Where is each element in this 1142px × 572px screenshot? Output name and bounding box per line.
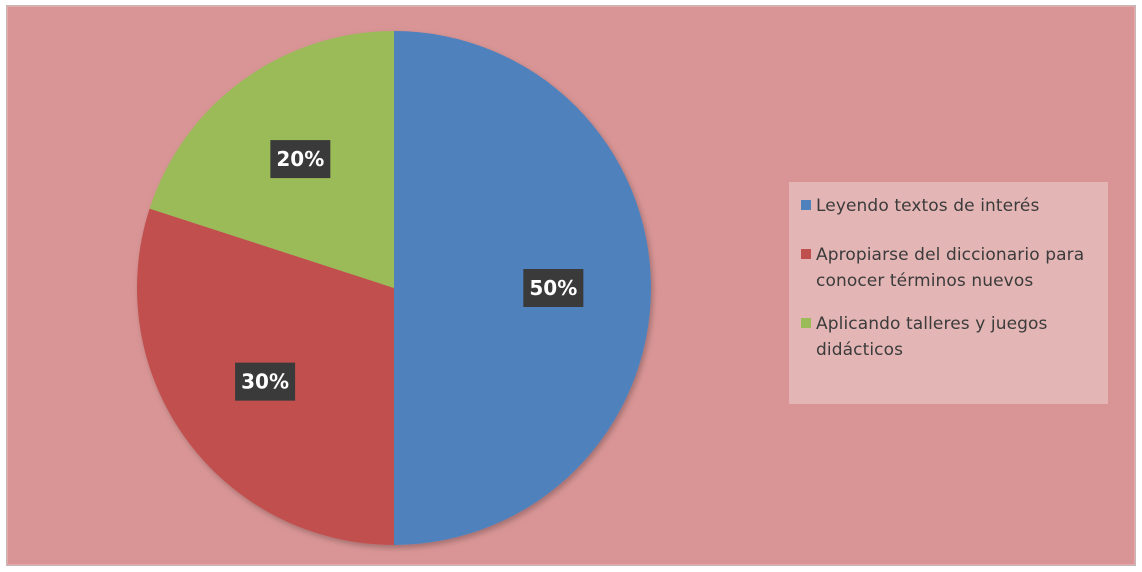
legend-swatch-red [801, 249, 811, 259]
pie-chart: 50% 30% 20% [137, 31, 651, 545]
data-label-2: 30% [235, 362, 296, 401]
pie-slice-1 [394, 31, 651, 545]
data-label-box [270, 140, 331, 179]
data-label-3: 20% [270, 140, 331, 179]
legend-label: Apropiarse del diccionario para conocer … [816, 245, 1085, 291]
data-label-text: 20% [276, 147, 324, 171]
data-label-text: 30% [241, 370, 289, 394]
pie-data-labels: 50% 30% 20% [235, 140, 584, 401]
legend-swatch-green [801, 318, 811, 328]
legend: Leyendo textos de interés Apropiarse del… [789, 182, 1108, 404]
legend-item-leyendo: Leyendo textos de interés [801, 193, 1100, 219]
legend-label: Aplicando talleres y juegos didácticos [816, 314, 1048, 360]
data-label-1: 50% [523, 269, 584, 307]
legend-item-apropiarse: Apropiarse del diccionario para conocer … [801, 242, 1100, 294]
data-label-box [523, 269, 584, 307]
legend-swatch-blue [801, 200, 811, 210]
legend-item-aplicando: Aplicando talleres y juegos didácticos [801, 311, 1100, 363]
data-label-box [235, 362, 296, 401]
data-label-text: 50% [529, 276, 577, 300]
legend-label: Leyendo textos de interés [816, 196, 1040, 216]
chart-area: 50% 30% 20% Leyendo textos de interés Apro… [6, 5, 1136, 566]
